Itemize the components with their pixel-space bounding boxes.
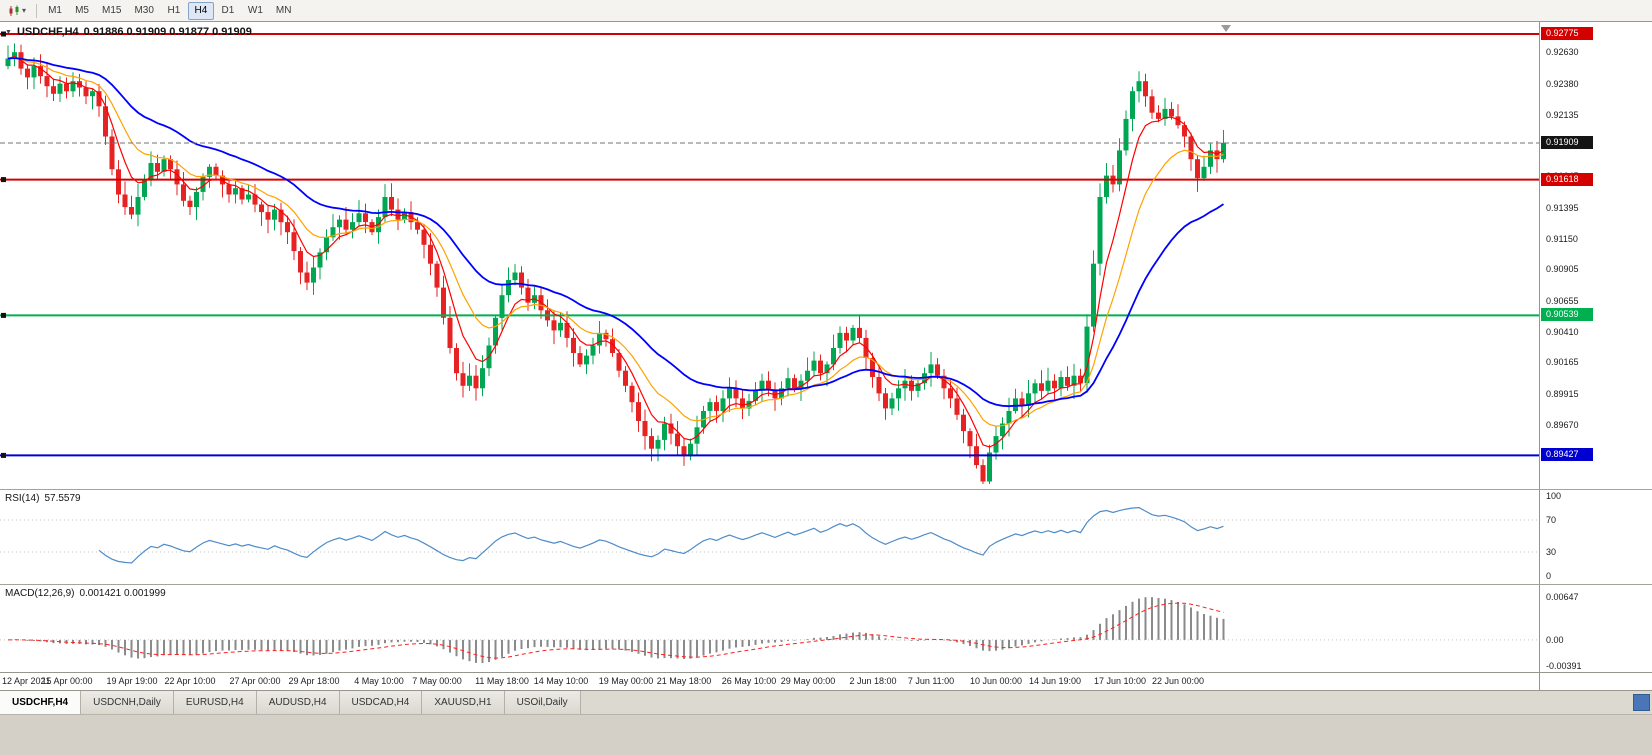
macd-level-tick: 0.00647 — [1546, 592, 1579, 602]
macd-indicator-panel: 0.00647 0.00 -0.00391 MACD(12,26,9) 0.0014… — [0, 584, 1652, 672]
price-tick: 0.90165 — [1546, 357, 1579, 367]
price-tick: 0.92380 — [1546, 79, 1579, 89]
price-chart-panel: 0.926300.923800.921350.918900.916450.913… — [0, 22, 1652, 489]
rsi-chart-svg[interactable] — [0, 490, 1539, 584]
chart-tab-USDCADH4[interactable]: USDCAD,H4 — [339, 691, 423, 714]
chart-tab-USDCNHDaily[interactable]: USDCNH,Daily — [81, 691, 174, 714]
macd-label: MACD(12,26,9) — [5, 588, 75, 599]
macd-level-tick: -0.00391 — [1546, 661, 1582, 671]
time-label: 19 May 00:00 — [598, 676, 654, 686]
chart-shift-marker — [1221, 25, 1231, 32]
rsi-value: 57.5579 — [44, 493, 81, 504]
time-label: 21 May 18:00 — [656, 676, 712, 686]
timeframe-toolbar: ▾ M1 M5 M15 M30 H1 H4 D1 W1 MN — [0, 0, 1652, 22]
chart-title-ohlc: 0.91886 0.91909 0.91877 0.91909 — [83, 26, 252, 38]
hline-price-badge: 0.89427 — [1541, 448, 1593, 461]
macd-plot[interactable] — [0, 585, 1539, 672]
time-label: 29 May 00:00 — [780, 676, 836, 686]
timeframe-button-W1[interactable]: W1 — [242, 2, 269, 20]
rsi-level-tick: 0 — [1546, 571, 1552, 581]
time-label: 22 Jun 00:00 — [1151, 676, 1205, 686]
time-label: 12 Apr 2021 — [2, 676, 51, 686]
time-label: 26 May 10:00 — [721, 676, 777, 686]
rsi-title: RSI(14) 57.5579 — [5, 493, 81, 504]
timeframe-button-H1[interactable]: H1 — [161, 2, 187, 20]
price-chart-svg[interactable] — [0, 22, 1539, 489]
time-axis: 12 Apr 2021 15 Apr 00:00 19 Apr 19:00 22 Ap… — [0, 672, 1652, 690]
hline-price-badge: 0.91618 — [1541, 173, 1593, 186]
price-tick: 0.89915 — [1546, 389, 1579, 399]
price-tick: 0.92630 — [1546, 47, 1579, 57]
timeframe-button-H4[interactable]: H4 — [187, 1, 214, 20]
time-label: 14 Jun 19:00 — [1028, 676, 1082, 686]
macd-chart-svg[interactable] — [0, 585, 1539, 672]
time-axis-corner — [1539, 673, 1652, 690]
time-label: 10 Jun 00:00 — [969, 676, 1023, 686]
macd-axis: 0.00647 0.00 -0.00391 — [1539, 585, 1652, 672]
time-label: 27 Apr 00:00 — [229, 676, 281, 686]
chart-type-dropdown-button[interactable]: ▾ — [3, 2, 31, 20]
chart-tab-USDCHFH4[interactable]: USDCHF,H4 — [0, 691, 82, 714]
time-label: 2 Jun 18:00 — [849, 676, 897, 686]
timeframe-buttons: M1 M5 M15 M30 H1 H4 D1 W1 MN — [42, 1, 298, 20]
chevron-down-icon: ▾ — [22, 6, 27, 15]
time-label: 7 May 00:00 — [412, 676, 462, 686]
rsi-axis: 100 70 30 0 — [1539, 490, 1652, 584]
macd-level-tick: 0.00 — [1546, 635, 1564, 645]
bid-price-badge: 0.91909 — [1541, 136, 1593, 149]
price-tick: 0.90410 — [1546, 327, 1579, 337]
rsi-level-tick: 30 — [1546, 547, 1557, 557]
timeframe-button-M1[interactable]: M1 — [42, 2, 68, 20]
rsi-level-tick: 70 — [1546, 515, 1557, 525]
price-tick: 0.90655 — [1546, 296, 1579, 306]
timeframe-button-M30[interactable]: M30 — [128, 2, 159, 20]
time-label: 19 Apr 19:00 — [106, 676, 158, 686]
price-tick: 0.89670 — [1546, 420, 1579, 430]
macd-title: MACD(12,26,9) 0.001421 0.001999 — [5, 588, 166, 599]
time-label: 11 May 18:00 — [475, 676, 529, 686]
price-tick: 0.91395 — [1546, 203, 1579, 213]
price-tick: 0.91150 — [1546, 234, 1578, 244]
time-label: 29 Apr 18:00 — [288, 676, 340, 686]
candlestick-chart-icon — [9, 5, 19, 16]
price-tick: 0.92135 — [1546, 110, 1579, 120]
rsi-level-tick: 100 — [1546, 491, 1562, 501]
chart-tabs-bar: USDCHF,H4 USDCNH,Daily EURUSD,H4 AUDUSD,H4 U… — [0, 690, 1652, 714]
time-label: 15 Apr 00:00 — [41, 676, 93, 686]
chart-tab-XAUUSDH1[interactable]: XAUUSD,H1 — [422, 691, 505, 714]
time-label: 7 Jun 11:00 — [907, 676, 955, 686]
timeframe-button-M15[interactable]: M15 — [96, 2, 127, 20]
chart-tab-USOilDaily[interactable]: USOil,Daily — [504, 691, 581, 714]
rsi-plot[interactable] — [0, 490, 1539, 584]
timeframe-button-D1[interactable]: D1 — [215, 2, 241, 20]
chart-tab-AUDUSDH4[interactable]: AUDUSD,H4 — [256, 691, 340, 714]
timeframe-button-M5[interactable]: M5 — [69, 2, 95, 20]
chart-title-symbol: USDCHF,H4 — [16, 26, 79, 38]
chart-title: ▼ USDCHF,H4 0.91886 0.91909 0.91877 0.91… — [5, 26, 252, 38]
chart-tabs: USDCHF,H4 USDCNH,Daily EURUSD,H4 AUDUSD,H4 U… — [0, 691, 581, 714]
time-label: 17 Jun 10:00 — [1093, 676, 1147, 686]
time-label: 14 May 10:00 — [533, 676, 589, 686]
price-axis[interactable]: 0.926300.923800.921350.918900.916450.913… — [1539, 22, 1652, 489]
macd-value: 0.001421 0.001999 — [79, 588, 166, 599]
rsi-indicator-panel: 100 70 30 0 RSI(14) 57.5579 — [0, 489, 1652, 584]
rsi-label: RSI(14) — [5, 493, 40, 504]
tab-scroll-button[interactable] — [1633, 694, 1650, 711]
time-label: 4 May 10:00 — [354, 676, 404, 686]
toolbar-separator — [36, 3, 38, 18]
price-tick: 0.90905 — [1546, 264, 1579, 274]
price-chart-plot[interactable] — [0, 22, 1539, 489]
hline-price-badge: 0.92775 — [1541, 27, 1593, 40]
time-label: 22 Apr 10:00 — [164, 676, 216, 686]
status-bar — [0, 714, 1652, 755]
timeframe-button-MN[interactable]: MN — [270, 2, 298, 20]
indicators-collapse-icon[interactable]: ▼ — [5, 28, 12, 36]
hline-price-badge: 0.90539 — [1541, 308, 1593, 321]
chart-tab-EURUSDH4[interactable]: EURUSD,H4 — [173, 691, 257, 714]
